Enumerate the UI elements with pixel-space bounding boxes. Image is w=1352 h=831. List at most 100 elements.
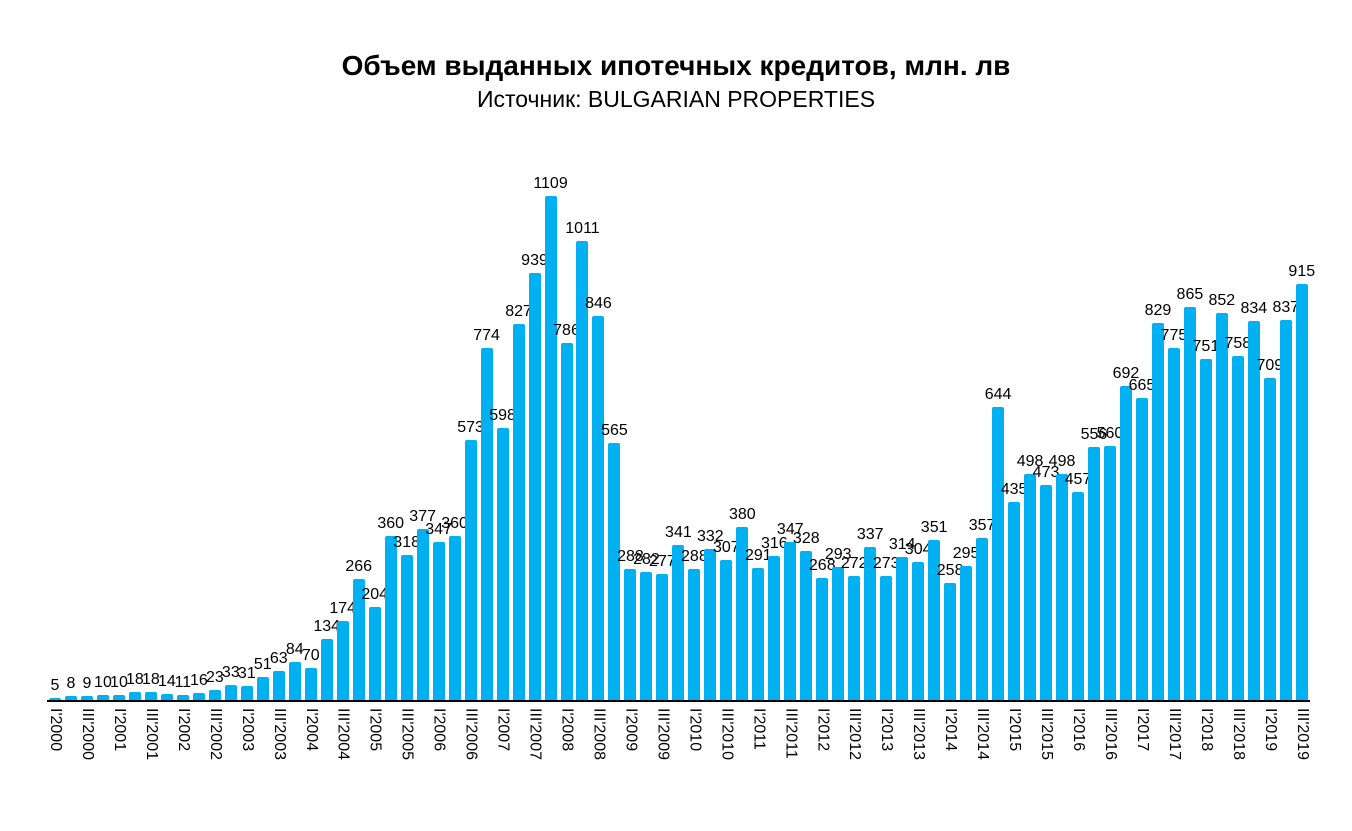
bar	[544, 196, 557, 700]
bar	[768, 556, 781, 700]
x-tick-label: III'2016	[1101, 708, 1119, 760]
x-tick-label: I'2017	[1133, 708, 1151, 752]
bar-column: 304 III'2013	[905, 196, 932, 760]
bar-value-label: 33	[221, 664, 240, 681]
x-tick-label: I'2016	[1070, 708, 1087, 752]
x-tick-label: I'2012	[814, 708, 832, 752]
bar-column: 328	[793, 196, 820, 700]
bar-value-label: 16	[189, 672, 208, 689]
bar	[1087, 447, 1100, 700]
bar-value-label: 360	[377, 515, 405, 532]
chart-title: Объем выданных ипотечных кредитов, млн. …	[341, 50, 1011, 81]
x-tick-label: I'2006	[430, 708, 448, 752]
bar	[1008, 502, 1021, 700]
bar	[784, 542, 797, 700]
bar-value-label: 1109	[533, 175, 568, 192]
x-tick-label: III'2006	[462, 708, 480, 760]
x-tick-label: III'2004	[334, 708, 352, 760]
bar	[928, 540, 941, 700]
bar-column: 827	[505, 196, 532, 700]
bar-value-label: 288	[617, 548, 644, 565]
bar	[192, 693, 205, 700]
bar-column: 272 III'2012	[841, 196, 868, 760]
x-tick-label: III'2014	[974, 708, 992, 760]
bar-value-label: 277	[649, 553, 676, 570]
bar-column: 291 I'2011	[745, 196, 772, 750]
x-tick-label: III'2009	[654, 708, 672, 760]
bar	[112, 695, 125, 700]
bar-value-label: 498	[1048, 453, 1076, 470]
bar-column: 10 I'2001	[110, 196, 128, 751]
bar-value-label: 846	[585, 295, 612, 312]
bar-value-label: 357	[968, 517, 996, 534]
bar-column: 560 III'2016	[1097, 196, 1124, 760]
bar	[1263, 378, 1276, 700]
bar-column: 380	[729, 196, 756, 700]
x-tick-label: I'2008	[558, 708, 576, 752]
bar-column: 473 III'2015	[1033, 196, 1060, 760]
bar-column: 277 III'2009	[649, 196, 676, 760]
bar	[1247, 321, 1260, 700]
bar	[1040, 485, 1053, 700]
bar	[1056, 474, 1069, 700]
bar-value-label: 282	[633, 551, 660, 568]
bar-column: 1109	[533, 175, 568, 700]
bar	[128, 692, 141, 700]
bar	[288, 662, 301, 700]
chart-subtitle: Источник: BULGARIAN PROPERTIES	[476, 86, 876, 112]
bar-value-label: 834	[1240, 300, 1268, 317]
bar-column: 347 I'2006	[425, 196, 452, 751]
bar-column: 692	[1113, 196, 1139, 700]
bar-value-label: 273	[872, 555, 900, 572]
bar-column: 16	[189, 196, 208, 700]
bar-value-label: 939	[521, 252, 548, 269]
bar-value-label: 204	[361, 586, 389, 603]
bar	[1167, 348, 1180, 700]
bar	[560, 343, 573, 700]
bar-column: 288 I'2009	[617, 196, 644, 751]
x-tick-label: I'2007	[494, 708, 512, 752]
bar	[240, 686, 253, 700]
bar	[480, 348, 493, 700]
bar-value-label: 644	[984, 386, 1012, 403]
bar-column: 709 I'2019	[1256, 196, 1283, 751]
bar-column: 829	[1145, 196, 1171, 700]
bar	[880, 576, 893, 700]
bar-value-label: 14	[157, 673, 176, 690]
bar-column: 837	[1272, 196, 1299, 700]
bar-column: 332	[697, 196, 724, 700]
bar-column: 70 I'2004	[301, 196, 320, 751]
bar-value-label: 70	[301, 647, 320, 664]
bar-column: 774	[473, 196, 500, 700]
bar-value-label: 347	[776, 521, 804, 538]
x-tick-label: I'2014	[942, 708, 960, 752]
bar-column: 282	[633, 196, 660, 700]
bar	[1151, 323, 1164, 700]
bar-value-label: 360	[441, 515, 468, 532]
bar-column: 341	[665, 196, 692, 700]
bar-column: 751 I'2018	[1193, 196, 1220, 751]
bar-value-label: 9	[82, 675, 92, 692]
x-tick-label: I'2004	[302, 708, 320, 752]
bar	[816, 578, 829, 700]
bar-value-label: 18	[126, 671, 144, 688]
bar-value-label: 304	[904, 541, 932, 558]
bar	[944, 583, 957, 700]
bar-column: 258 I'2014	[937, 196, 964, 751]
bar	[1119, 386, 1132, 700]
bar-column: 846 III'2008	[585, 196, 612, 760]
bar-column: 174 III'2004	[329, 196, 356, 760]
bar-column: 84	[286, 196, 304, 700]
x-tick-label: III'2000	[78, 708, 96, 760]
bar-column: 852	[1209, 196, 1235, 700]
bar	[416, 529, 429, 700]
bar-value-label: 457	[1064, 471, 1092, 488]
bar-column: 775 III'2017	[1161, 196, 1188, 760]
bar	[992, 407, 1005, 700]
bar-value-label: 775	[1160, 327, 1188, 344]
x-tick-label: I'2000	[47, 708, 64, 752]
bar-column: 316	[761, 196, 788, 700]
bar-value-label: 827	[505, 303, 532, 320]
bar-value-label: 1011	[565, 220, 600, 237]
